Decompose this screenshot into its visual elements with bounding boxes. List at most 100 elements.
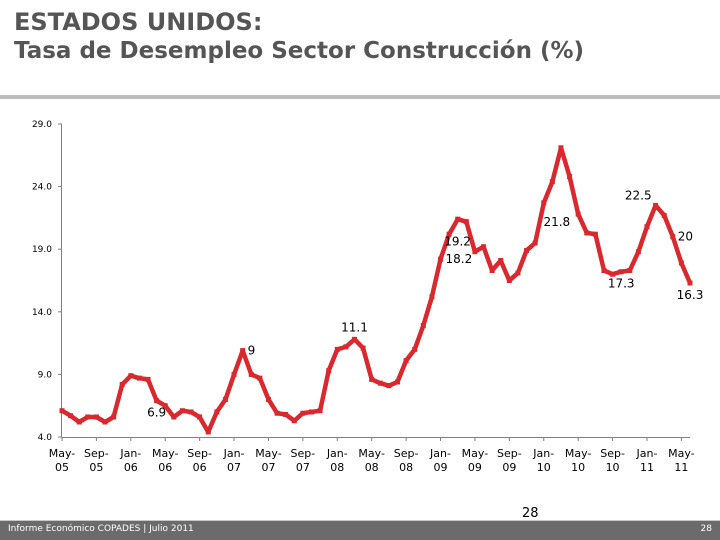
data-point	[489, 267, 495, 273]
data-point	[377, 380, 383, 386]
title-divider	[0, 95, 720, 99]
data-point	[412, 346, 418, 352]
data-point	[162, 403, 168, 409]
y-tick-label: 19.0	[32, 245, 52, 255]
data-point	[308, 409, 314, 415]
x-tick-label: May-05	[49, 447, 76, 474]
unemployment-line-chart: 4.0 9.0 14.0 19.0 24.0 29.0 May-05 Sep-05 Jan-06…	[0, 100, 720, 521]
data-label: 16.3	[677, 288, 704, 302]
x-tick-label: May-11	[668, 447, 695, 474]
x-tick-label: May-07	[255, 447, 282, 474]
data-label: 21.8	[543, 215, 570, 229]
x-tick-label: May-10	[565, 447, 592, 474]
x-tick-label: Jan-11	[636, 447, 658, 474]
data-label: 19.2	[444, 235, 471, 249]
data-label: 11.1	[341, 320, 368, 334]
data-point	[653, 202, 659, 208]
data-point	[257, 375, 263, 381]
y-tick-label: 9.0	[38, 370, 53, 380]
data-point	[265, 396, 271, 402]
data-point	[343, 344, 349, 350]
data-point	[584, 230, 590, 236]
data-point	[472, 249, 478, 255]
data-point	[481, 244, 487, 250]
data-point	[300, 410, 306, 416]
data-label: 18.2	[446, 252, 473, 266]
data-point	[240, 348, 246, 354]
data-label: 22.5	[625, 188, 652, 202]
x-tick-label: May-06	[152, 447, 179, 474]
data-point	[446, 231, 452, 237]
data-point	[205, 429, 211, 435]
data-point	[395, 379, 401, 385]
y-tick-label: 24.0	[32, 183, 52, 193]
chart-svg: 4.0 9.0 14.0 19.0 24.0 29.0 May-05 Sep-05 Jan-06…	[32, 120, 704, 474]
y-tick-label: 29.0	[32, 120, 52, 130]
data-point	[326, 368, 332, 374]
data-point	[438, 256, 444, 262]
data-point	[283, 411, 289, 417]
data-point	[128, 373, 134, 379]
x-tick-label: Sep-08	[394, 447, 419, 474]
data-point	[248, 371, 254, 377]
data-point	[231, 371, 237, 377]
data-label: 20	[678, 230, 693, 244]
data-point	[145, 376, 151, 382]
data-point	[610, 271, 616, 277]
x-tick-label: Sep-05	[84, 447, 109, 474]
data-label: 6.9	[147, 406, 166, 420]
slide-title: ESTADOS UNIDOS: Tasa de Desempleo Sector…	[14, 8, 584, 65]
data-point	[188, 409, 194, 415]
data-point	[351, 336, 357, 342]
page-number: 28	[522, 506, 539, 521]
y-tick-label: 14.0	[32, 308, 52, 318]
data-point	[506, 278, 512, 283]
x-tick-label: Jan-09	[429, 447, 451, 474]
data-point	[524, 247, 530, 253]
data-point	[463, 219, 469, 225]
data-point	[601, 267, 607, 273]
data-label: 9	[248, 344, 256, 358]
data-point	[179, 408, 185, 414]
footer-bar: Informe Económico COPADES | Julio 2011 2…	[0, 521, 720, 540]
x-tick-label: May-08	[358, 447, 385, 474]
data-point	[670, 234, 676, 240]
data-point	[515, 270, 521, 276]
data-point	[592, 231, 598, 237]
data-point	[618, 269, 624, 275]
data-point	[154, 398, 160, 404]
data-point	[59, 408, 65, 414]
data-point	[429, 294, 435, 300]
x-tick-label: Jan-07	[223, 447, 245, 474]
data-point	[214, 409, 220, 415]
x-tick-label: Sep-06	[187, 447, 212, 474]
data-point	[171, 414, 177, 420]
data-point	[567, 174, 573, 180]
data-point	[635, 249, 641, 255]
data-point	[85, 414, 91, 420]
data-point	[360, 345, 366, 351]
data-point	[274, 410, 280, 416]
data-point	[93, 414, 99, 420]
data-point	[687, 280, 693, 286]
title-line-2: Tasa de Desempleo Sector Construcción (%…	[14, 38, 585, 65]
data-point	[532, 240, 538, 246]
x-tick-label: Sep-10	[600, 447, 625, 474]
title-line-1: ESTADOS UNIDOS:	[14, 8, 263, 36]
series-line	[59, 145, 693, 435]
x-tick-label: May-09	[462, 447, 489, 474]
data-point	[334, 346, 340, 352]
data-point	[541, 200, 547, 206]
data-point	[68, 413, 74, 419]
data-point	[420, 323, 426, 329]
data-point	[291, 418, 297, 424]
data-label: 17.3	[608, 277, 635, 291]
data-point	[498, 257, 504, 263]
x-tick-label: Sep-07	[291, 447, 316, 474]
data-point	[403, 358, 409, 364]
data-point	[111, 414, 117, 420]
data-point	[76, 419, 82, 425]
data-point	[575, 211, 581, 217]
data-point	[558, 145, 564, 151]
x-tick-label: Sep-09	[497, 447, 522, 474]
